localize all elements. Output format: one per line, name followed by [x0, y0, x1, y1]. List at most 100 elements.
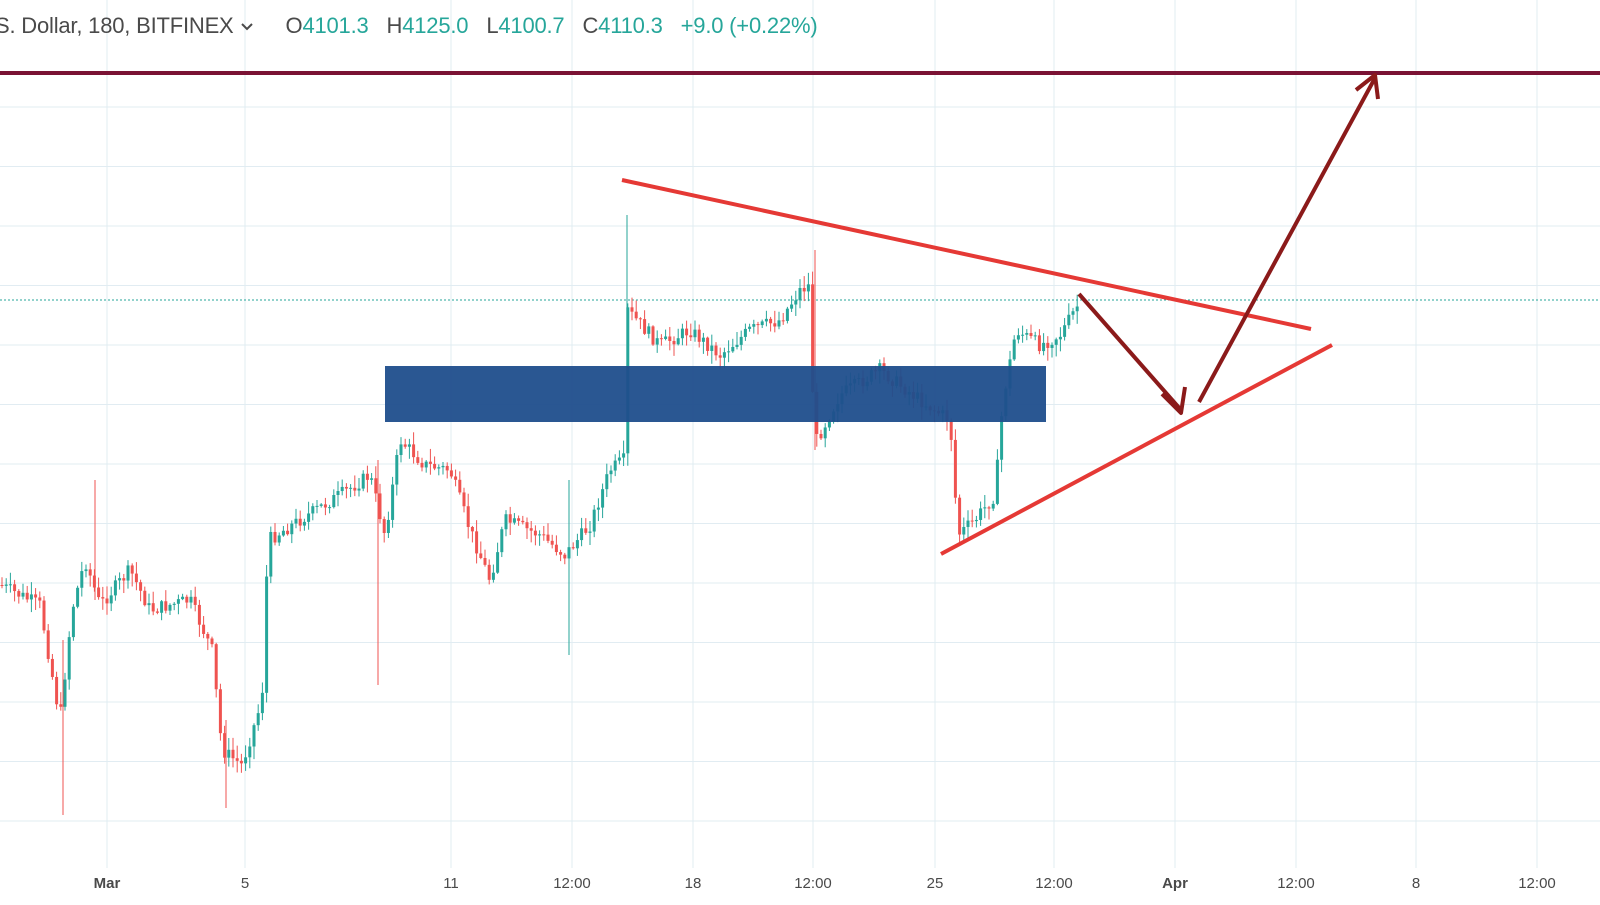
candle-body	[113, 580, 117, 596]
candle-body	[1050, 344, 1054, 348]
candle-body	[281, 530, 285, 536]
candle-body	[21, 592, 25, 597]
candle-body	[361, 473, 365, 489]
candle-body	[151, 603, 155, 612]
close-key: C	[582, 13, 599, 38]
candle-body	[970, 520, 974, 522]
candles	[0, 215, 1079, 815]
up-arrow[interactable]	[1197, 73, 1380, 403]
candle-body	[4, 584, 8, 586]
candle-body	[739, 336, 743, 345]
candle-body	[491, 572, 495, 580]
candle-body	[298, 518, 302, 526]
candle-body	[1029, 333, 1033, 336]
candle-body	[1067, 314, 1071, 326]
candle-body	[559, 552, 563, 555]
candle-body	[197, 604, 201, 625]
low-key: L	[486, 13, 499, 38]
candle-body	[126, 565, 130, 581]
candle-body	[286, 530, 290, 535]
candle-body	[378, 493, 382, 520]
candle-body	[819, 433, 823, 439]
candle-body	[76, 587, 80, 607]
candle-body	[323, 504, 327, 508]
candle-body	[231, 749, 235, 759]
candle-body	[584, 528, 588, 533]
candle-body	[332, 495, 336, 508]
candle-body	[710, 345, 714, 351]
time-axis: Mar 5 11 12:00 18 12:00 25 12:00 Apr 12:00 8 12:00	[94, 875, 1556, 892]
candle-body	[458, 479, 462, 493]
down-arrow[interactable]	[1077, 292, 1187, 415]
candle-body	[1033, 335, 1037, 337]
candle-body	[756, 324, 760, 326]
candle-body	[727, 351, 731, 353]
ascending-trendline[interactable]	[940, 343, 1333, 556]
time-tick-label: Mar	[94, 875, 121, 892]
candle-body	[445, 465, 449, 471]
candle-body	[550, 540, 554, 545]
candle-body	[71, 606, 75, 638]
candle-body	[546, 534, 550, 541]
candle-body	[105, 598, 109, 604]
candle-body	[134, 573, 138, 583]
candle-body	[731, 346, 735, 352]
candle-body	[294, 518, 298, 524]
candle-body	[407, 444, 411, 447]
candle-body	[773, 323, 777, 327]
candle-body	[609, 470, 613, 475]
candle-body	[479, 553, 483, 558]
candle-body	[8, 584, 12, 586]
candle-body	[781, 320, 785, 322]
candle-body	[63, 679, 67, 707]
candle-body	[260, 692, 264, 714]
candle-body	[433, 463, 437, 469]
candle-body	[638, 318, 642, 320]
candle-body	[580, 528, 584, 541]
time-tick-label: 12:00	[1277, 875, 1315, 892]
candle-body	[88, 569, 92, 576]
candle-body	[1016, 335, 1020, 340]
candle-body	[752, 324, 756, 327]
candle-body	[403, 444, 407, 447]
candle-body	[966, 520, 970, 527]
support-resistance-zone[interactable]	[385, 366, 1046, 422]
candle-body	[92, 575, 96, 588]
candle-body	[210, 638, 214, 645]
candle-body	[391, 484, 395, 520]
candle-body	[84, 569, 88, 572]
candle-body	[991, 503, 995, 509]
candle-body	[1037, 335, 1041, 352]
symbol-label[interactable]: S. Dollar, 180, BITFINEX	[0, 13, 234, 38]
candle-body	[659, 338, 663, 340]
candle-body	[823, 427, 827, 439]
candle-body	[290, 523, 294, 535]
candle-body	[223, 733, 227, 758]
time-tick-label: 12:00	[553, 875, 591, 892]
chevron-down-icon[interactable]	[236, 15, 258, 37]
candle-body	[29, 594, 33, 600]
candle-body	[239, 760, 243, 764]
candle-body	[13, 584, 17, 592]
candle-body	[769, 318, 773, 324]
descending-trendline[interactable]	[621, 178, 1312, 331]
candle-body	[172, 603, 176, 605]
candle-body	[790, 304, 794, 309]
candle-body	[521, 520, 525, 523]
candle-body	[1071, 311, 1075, 315]
candle-body	[622, 453, 626, 458]
candle-body	[315, 505, 319, 507]
time-tick-label: 12:00	[1035, 875, 1073, 892]
candle-body	[328, 507, 332, 509]
candle-body	[395, 455, 399, 485]
candle-body	[227, 749, 231, 758]
time-tick-label: 8	[1412, 875, 1420, 892]
candle-body	[139, 582, 143, 591]
candle-body	[25, 592, 29, 600]
candle-body	[1042, 342, 1046, 352]
candle-body	[420, 462, 424, 468]
candle-body	[806, 284, 810, 292]
candle-body	[605, 474, 609, 490]
